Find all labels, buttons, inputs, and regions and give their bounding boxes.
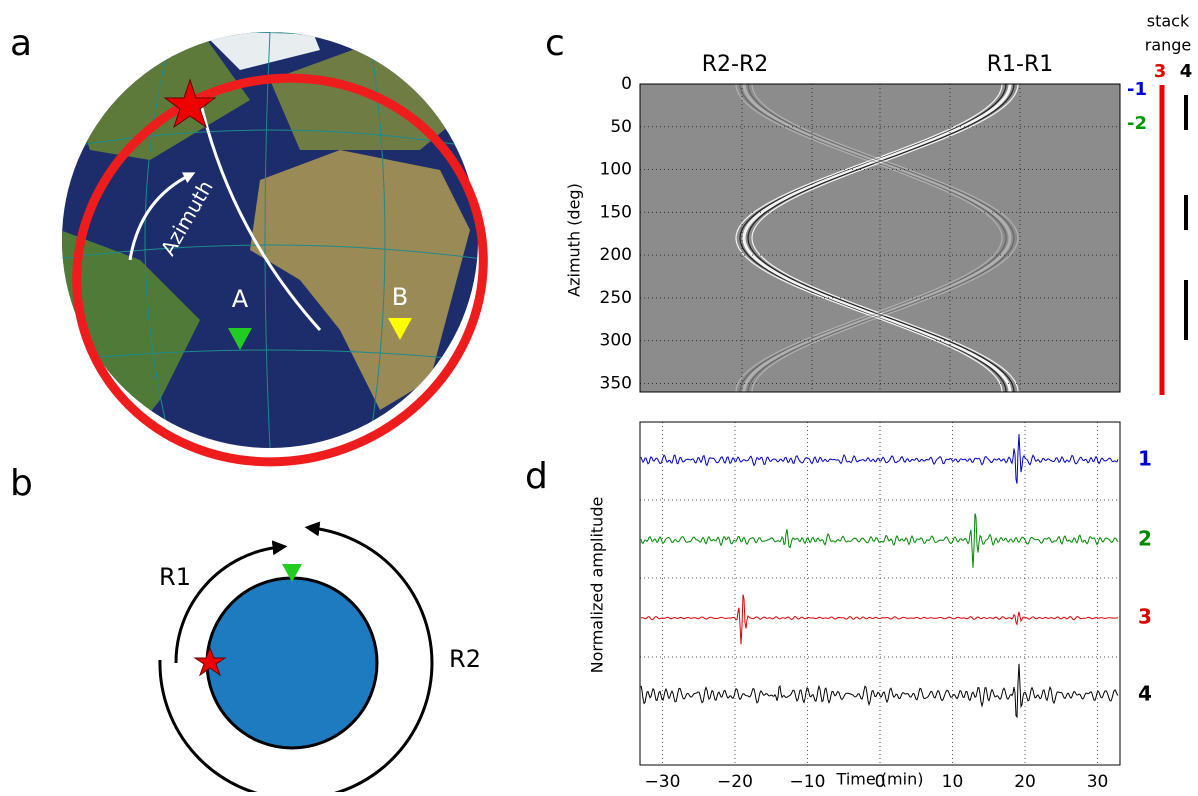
x-tick-label: −20 (717, 772, 753, 792)
x-tick-label: −10 (790, 772, 826, 792)
waveform (640, 663, 1119, 719)
y-tick-label: 200 (600, 245, 632, 265)
wave-front (742, 83, 1012, 393)
diagram: R1 R2 (158, 521, 481, 796)
trace-label: 3 (1138, 605, 1152, 629)
wave-front (747, 83, 1015, 393)
y-axis-label: Normalized amplitude (588, 497, 607, 674)
y-tick-label: 50 (610, 117, 632, 137)
wave-front (751, 83, 1019, 393)
wave-front (747, 83, 1015, 393)
trace-label: 1 (1138, 447, 1152, 471)
x-tick-label: −30 (645, 772, 681, 792)
stack-marker: 4 (1180, 61, 1193, 82)
stack-marker: 3 (1154, 61, 1167, 82)
y-tick-label: 350 (600, 373, 632, 393)
y-axis-label: Azimuth (deg) (565, 183, 584, 297)
wave-front (739, 83, 1007, 393)
x-tick-label: 20 (1014, 772, 1036, 792)
phase-label: R2-R2 (702, 52, 769, 77)
r1-label: R1 (159, 563, 191, 591)
plot-frame (639, 83, 1121, 393)
panel-label: c (545, 23, 565, 64)
r2-label: R2 (449, 645, 481, 673)
y-tick-label: 300 (600, 331, 632, 351)
waveform (640, 594, 1118, 645)
panel-label: a (10, 23, 32, 64)
heatmap-background (640, 84, 1120, 392)
globe: Azimuth A B (62, 32, 488, 467)
phase-label: R1-R1 (987, 52, 1054, 77)
panel-label: d (525, 456, 548, 497)
station-label: B (392, 283, 408, 311)
y-tick-label: 100 (600, 160, 632, 180)
waveform (640, 434, 1119, 484)
wave-front (735, 83, 1003, 393)
wave-front (742, 83, 1012, 393)
station-label: A (232, 285, 249, 313)
waveform (640, 513, 1119, 568)
x-tick-label: 30 (1087, 772, 1109, 792)
panel-label: b (10, 463, 33, 504)
y-tick-label: 250 (600, 288, 632, 308)
stack-title: stack (1147, 12, 1190, 31)
wave-front (751, 83, 1019, 393)
wave-front (735, 83, 1003, 393)
stack-marker: -2 (1127, 113, 1147, 134)
x-tick-label: 10 (942, 772, 964, 792)
plot-frame (639, 421, 1121, 766)
stack-title: range (1145, 36, 1192, 55)
wave-front (739, 83, 1007, 393)
x-axis-label: Time (min) (836, 770, 924, 789)
x-tick-label: 0 (875, 772, 886, 792)
y-tick-label: 150 (600, 202, 632, 222)
y-tick-label: 0 (621, 74, 632, 94)
stack-marker: -1 (1127, 79, 1147, 100)
trace-label: 4 (1138, 682, 1152, 706)
trace-label: 2 (1138, 527, 1152, 551)
